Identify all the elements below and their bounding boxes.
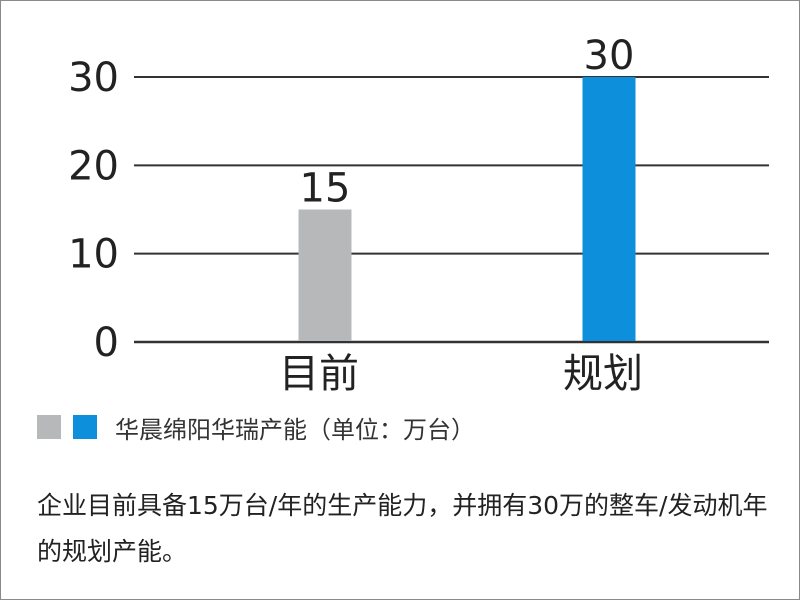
y-tick-label: 30 — [68, 55, 119, 101]
y-tick-label: 20 — [68, 143, 119, 189]
legend-swatch-planned — [73, 415, 97, 439]
y-tick-label: 0 — [94, 320, 119, 366]
caption-note: 企业目前具备15万台/年的生产能力，并拥有30万的整车/发动机年的规划产能。 — [37, 491, 768, 566]
legend-swatch-current — [37, 415, 61, 439]
x-tick-label: 目前 — [279, 351, 359, 397]
data-label: 30 — [584, 33, 635, 79]
x-tick-label: 规划 — [563, 351, 643, 397]
legend: 华晨绵阳华瑞产能（单位：万台） — [37, 409, 475, 445]
bar-chart: 0 10 20 30 15 目前 30 规划 — [68, 33, 769, 397]
y-tick-label: 10 — [68, 232, 119, 278]
legend-label: 华晨绵阳华瑞产能（单位：万台） — [115, 415, 475, 444]
data-label: 15 — [300, 166, 351, 212]
bar — [582, 77, 636, 341]
bar — [298, 209, 352, 341]
